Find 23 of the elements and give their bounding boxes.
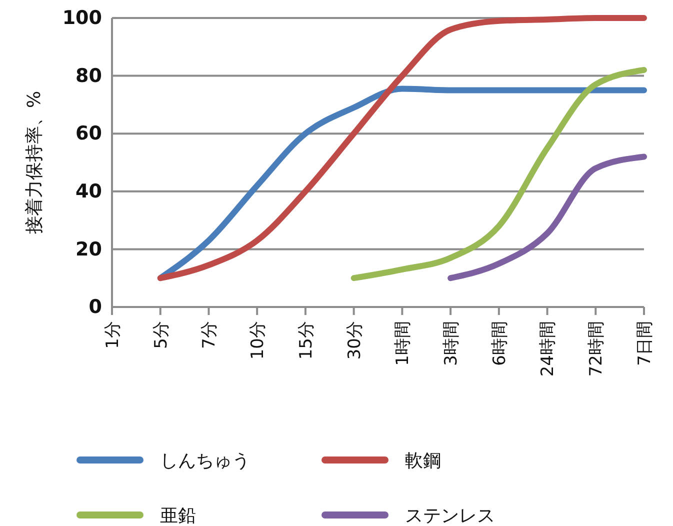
legend-label: ステンレス [405, 505, 495, 526]
x-tick-label: 15分 [296, 321, 316, 360]
x-tick-label: 7日間 [634, 321, 655, 366]
legend-label: しんちゅう [160, 450, 250, 472]
x-tick-label: 3時間 [441, 321, 462, 366]
legend-label: 軟鋼 [405, 450, 441, 472]
y-tick-label: 100 [62, 7, 102, 30]
y-tick-label: 80 [76, 64, 102, 87]
legend-label: 亜鉛 [160, 505, 196, 526]
x-tick-label: 72時間 [586, 321, 607, 377]
y-axis-title: 接着力保持率、% [24, 90, 45, 234]
y-tick-label: 20 [76, 238, 102, 260]
x-tick-label: 10分 [248, 321, 268, 360]
x-tick-label: 6時間 [490, 321, 510, 366]
x-tick-label: 5分 [151, 321, 172, 349]
y-tick-label: 40 [76, 180, 102, 202]
x-tick-label: 24時間 [538, 321, 558, 377]
y-tick-label: 0 [88, 296, 102, 318]
x-tick-label: 1時間 [393, 321, 414, 366]
x-tick-label: 30分 [344, 321, 365, 360]
y-tick-label: 60 [76, 122, 102, 145]
x-tick-label: 1分 [102, 321, 123, 349]
x-tick-label: 7分 [200, 321, 220, 349]
